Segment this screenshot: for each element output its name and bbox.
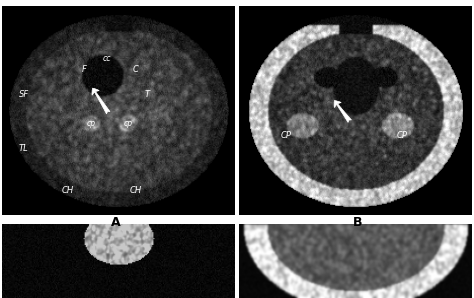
Text: cp: cp [124, 119, 133, 128]
Text: B: B [353, 216, 363, 229]
Text: SF: SF [18, 90, 29, 99]
Text: A: A [111, 216, 121, 229]
Text: TL: TL [19, 144, 28, 153]
Text: CP: CP [281, 131, 292, 140]
Text: F: F [82, 65, 87, 74]
Text: cc: cc [103, 54, 112, 63]
Text: cp: cp [87, 119, 96, 128]
Text: CH: CH [129, 186, 141, 195]
Text: C: C [132, 65, 138, 74]
Text: CH: CH [62, 186, 74, 195]
Text: CP: CP [397, 131, 408, 140]
Text: T: T [144, 90, 149, 99]
